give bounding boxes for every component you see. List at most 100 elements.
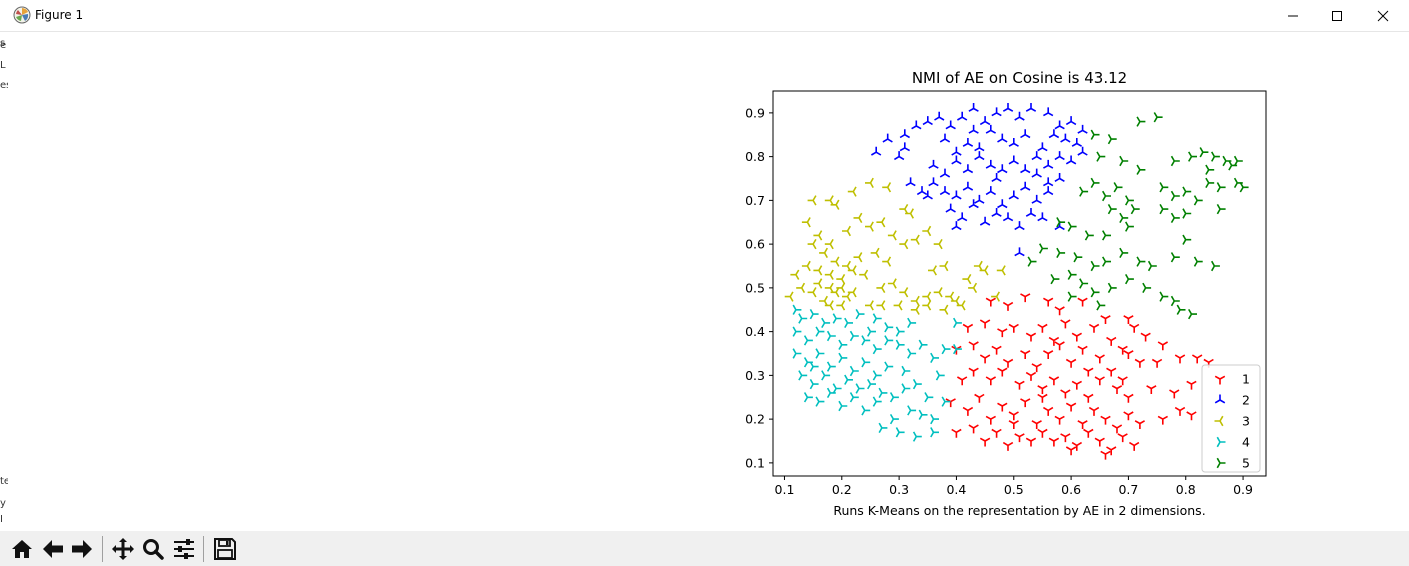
scatter-point (867, 326, 876, 337)
scatter-point (1065, 446, 1077, 456)
scatter-point (784, 291, 794, 302)
scatter-point (899, 238, 909, 250)
maximize-button[interactable] (1314, 0, 1360, 31)
scatter-point (1054, 173, 1065, 182)
scatter-point (910, 234, 920, 245)
minimize-icon (1288, 15, 1298, 16)
scatter-point (1170, 252, 1180, 263)
scatter-point (815, 348, 825, 359)
scatter-point (985, 124, 996, 134)
scatter-point (912, 431, 922, 442)
scatter-point (803, 335, 813, 346)
back-button[interactable] (39, 535, 67, 563)
scatter-point (836, 300, 846, 311)
scatter-point (899, 203, 909, 215)
scatter-point (893, 151, 905, 161)
x-tick-label: 0.3 (889, 482, 909, 497)
scatter-point (813, 265, 823, 276)
scatter-point (1083, 393, 1094, 403)
scatter-point (1002, 212, 1014, 222)
scatter-point (1079, 186, 1089, 197)
x-tick-label: 0.7 (1118, 482, 1138, 497)
scatter-point (930, 427, 939, 438)
scatter-point (1077, 124, 1088, 134)
scatter-point (939, 260, 949, 272)
scatter-point (922, 291, 932, 302)
scatter-point (962, 181, 974, 191)
scatter-point (792, 348, 802, 359)
background-window-fragment: y (0, 498, 6, 509)
scatter-point (899, 287, 909, 298)
scatter-point (922, 225, 932, 237)
scatter-point (1065, 155, 1077, 165)
scatter-point (801, 217, 811, 228)
scatter-point (1065, 116, 1077, 126)
scatter-point (1216, 204, 1226, 215)
scatter-point (922, 190, 933, 200)
home-button[interactable] (8, 535, 36, 563)
scatter-point (855, 308, 865, 320)
scatter-point (985, 297, 996, 307)
scatter-point (1205, 164, 1215, 175)
scatter-point (1042, 186, 1054, 196)
y-tick-label: 0.8 (745, 149, 765, 164)
scatter-point (1043, 350, 1054, 359)
background-window-fragment: L (0, 60, 6, 71)
scatter-point (1159, 182, 1169, 193)
scatter-point (1014, 111, 1025, 121)
scatter-point (1054, 341, 1065, 351)
scatter-point (889, 392, 899, 403)
scatter-point (849, 330, 859, 342)
close-button[interactable] (1360, 0, 1406, 31)
scatter-point (907, 405, 917, 416)
minimize-button[interactable] (1270, 0, 1316, 31)
scatter-point (830, 256, 840, 267)
y-tick-label: 0.2 (745, 412, 765, 427)
x-tick-label: 0.5 (1004, 482, 1024, 497)
scatter-point (1083, 367, 1094, 377)
scatter-point (838, 339, 848, 350)
scatter-point (991, 107, 1002, 117)
scatter-chart: NMI of AE on Cosine is 43.12 0.1 0.2 0.3 0.4… (745, 69, 1267, 518)
scatter-point (1128, 441, 1140, 451)
scatter-point (853, 252, 863, 263)
scatter-point (1125, 221, 1134, 232)
legend-label: 3 (1242, 414, 1250, 429)
scatter-point (939, 304, 949, 315)
scatter-point (813, 230, 823, 241)
scatter-point (1153, 112, 1163, 123)
pan-button[interactable] (109, 535, 137, 563)
scatter-point (824, 300, 834, 311)
forward-button[interactable] (68, 535, 96, 563)
scatter-point (1002, 103, 1014, 112)
scatter-point (1025, 371, 1037, 381)
scatter-point (1050, 273, 1060, 285)
scatter-point (1090, 177, 1100, 188)
scatter-point (1054, 306, 1065, 316)
figure-canvas[interactable]: NMI of AE on Cosine is 43.12 0.1 0.2 0.3 0.4… (0, 32, 1409, 530)
scatter-point (1159, 204, 1169, 215)
scatter-point (1025, 103, 1037, 112)
scatter-point (1008, 190, 1019, 200)
save-button[interactable] (211, 535, 239, 563)
scatter-point (865, 177, 874, 188)
scatter-point (1106, 367, 1117, 377)
scatter-point (1188, 308, 1197, 320)
scatter-point (1170, 190, 1180, 202)
scatter-point (985, 415, 996, 425)
scatter-point (1065, 358, 1077, 368)
zoom-button[interactable] (139, 535, 167, 563)
subplots-button[interactable] (170, 535, 198, 563)
scatter-point (1182, 186, 1192, 197)
scatter-point (1054, 151, 1065, 161)
scatter-point (956, 376, 968, 386)
series-1 (945, 293, 1214, 460)
background-window-fragment: e (0, 40, 7, 51)
scatter-point (1151, 358, 1163, 368)
data-points (784, 103, 1249, 460)
scatter-point (953, 317, 962, 328)
scatter-point (807, 238, 817, 250)
scatter-point (1048, 129, 1060, 139)
scatter-point (997, 133, 1008, 143)
scatter-point (1077, 297, 1088, 307)
